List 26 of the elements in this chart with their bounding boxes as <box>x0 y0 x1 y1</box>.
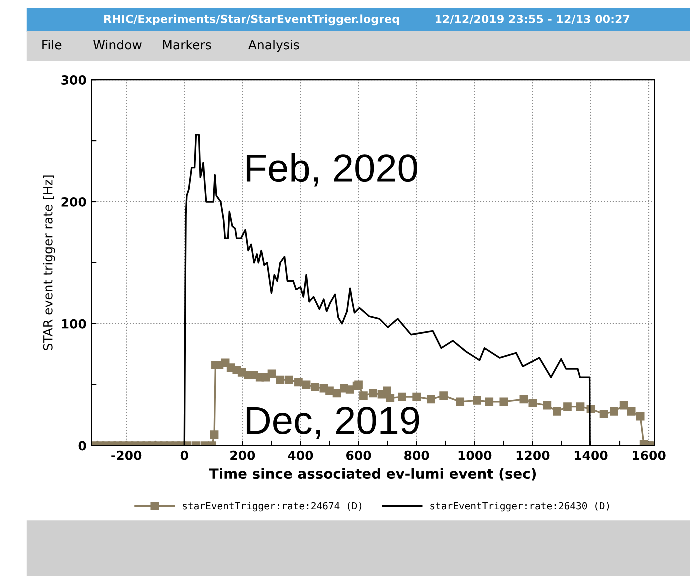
chart-subtitle: 12/12/2019 23:55 - 12/13 00:27 <box>436 14 630 24</box>
text: Analysis <box>248 40 300 52</box>
y-tick-label: 100 <box>62 319 86 329</box>
y-tick-label: 300 <box>62 76 86 85</box>
text: Window <box>94 40 142 50</box>
legend-label: starEventTrigger:rate:26430 (D) <box>430 502 610 512</box>
annotation: Feb, 2020 <box>246 154 418 187</box>
legend-label: starEventTrigger:rate:24674 (D) <box>183 502 362 512</box>
x-tick-label: 1600 <box>633 450 666 460</box>
x-axis-title: Time since associated ev-lumi event (sec) <box>209 468 536 481</box>
text: File <box>42 40 62 50</box>
y-tick-label: 200 <box>62 197 86 207</box>
x-tick-label: 1400 <box>574 450 608 460</box>
x-tick-label: 1200 <box>516 450 550 460</box>
x-tick-label: -200 <box>112 450 142 460</box>
y-tick-label: 0 <box>78 441 86 451</box>
x-tick-label: 400 <box>288 450 314 460</box>
x-tick-label: 1000 <box>458 450 492 460</box>
x-tick-label: 0 <box>180 450 188 460</box>
x-tick-label: 800 <box>404 450 430 460</box>
y-axis-title: STAR event trigger rate [Hz] <box>43 176 56 350</box>
x-tick-label: 600 <box>346 450 372 460</box>
chart-title: RHIC/Experiments/Star/StarEventTrigger.logreq <box>104 14 400 26</box>
text: Markers <box>163 40 212 50</box>
annotation: Dec, 2019 <box>246 406 420 440</box>
x-tick-label: 200 <box>230 450 256 460</box>
